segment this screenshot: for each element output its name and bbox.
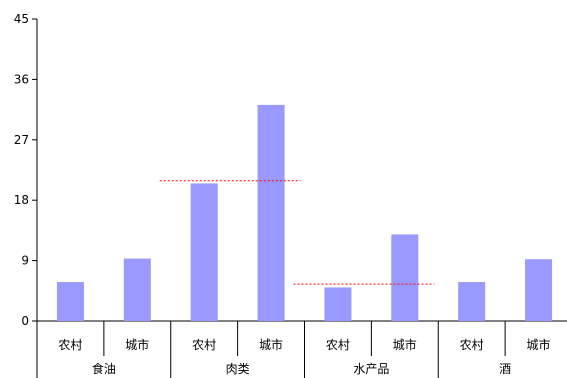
group-label: 肉类: [226, 362, 250, 376]
y-axis: 0 9 18 27 36 45: [14, 12, 38, 328]
group-label: 酒: [499, 362, 511, 376]
bar: [190, 183, 218, 321]
y-tick-label: 45: [14, 12, 29, 26]
bar: [391, 234, 419, 321]
bar: [123, 258, 151, 321]
y-tick-label: 18: [14, 193, 29, 207]
bar: [525, 259, 553, 321]
bar: [56, 282, 84, 321]
subcategory-label: 城市: [527, 337, 551, 352]
subcategory-label: 城市: [259, 337, 283, 352]
bar: [324, 287, 352, 321]
subcategory-label: 城市: [125, 337, 149, 352]
y-tick-label: 0: [21, 314, 29, 328]
subcategory-label: 农村: [326, 338, 350, 352]
y-tick-label: 9: [21, 254, 29, 268]
y-tick-label: 27: [14, 133, 29, 147]
bar: [458, 282, 486, 321]
reference-lines: [159, 180, 435, 285]
bar: [257, 104, 285, 321]
group-label: 水产品: [353, 362, 389, 376]
bars: [56, 104, 553, 321]
subcategory-label: 农村: [192, 338, 216, 352]
group-label: 食油: [92, 361, 116, 376]
y-tick-label: 36: [14, 72, 29, 86]
subcategory-label: 城市: [393, 337, 417, 352]
subcategory-label: 农村: [58, 338, 82, 352]
subcategory-label: 农村: [460, 338, 484, 352]
